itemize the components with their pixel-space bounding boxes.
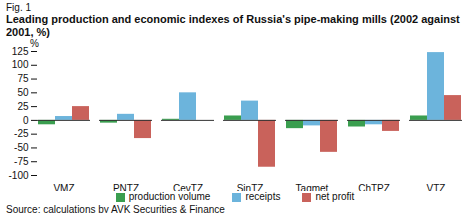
svg-text:75: 75 [17,73,29,84]
html-text:receipts: receipts [245,191,281,202]
svg-text:CevTZ: CevTZ [173,183,203,191]
svg-text:100: 100 [12,59,29,70]
svg-text:25: 25 [17,101,29,112]
svg-text:SinTZ: SinTZ [237,183,264,191]
html-text:net profit: net profit [315,191,355,202]
svg-text:0: 0 [23,115,29,126]
svg-text:50: 50 [17,87,29,98]
svg-text:-75: -75 [14,156,29,167]
svg-text:VTZ: VTZ [427,183,446,191]
html-text:production volume: production volume [128,191,211,202]
svg-text:VMZ: VMZ [53,183,74,191]
html-text:Leading production and economi: Leading production and economic indexes … [6,13,460,38]
svg-text:PNTZ: PNTZ [113,183,139,191]
html-text:Fig. 1: Fig. 1 [6,2,31,13]
svg-text:Tagmet: Tagmet [296,183,329,191]
svg-text:-100: -100 [8,170,28,181]
svg-text:ChTPZ: ChTPZ [358,183,390,191]
svg-text:-25: -25 [14,128,29,139]
svg-text:125: 125 [12,46,29,57]
svg-text:-50: -50 [14,142,29,153]
